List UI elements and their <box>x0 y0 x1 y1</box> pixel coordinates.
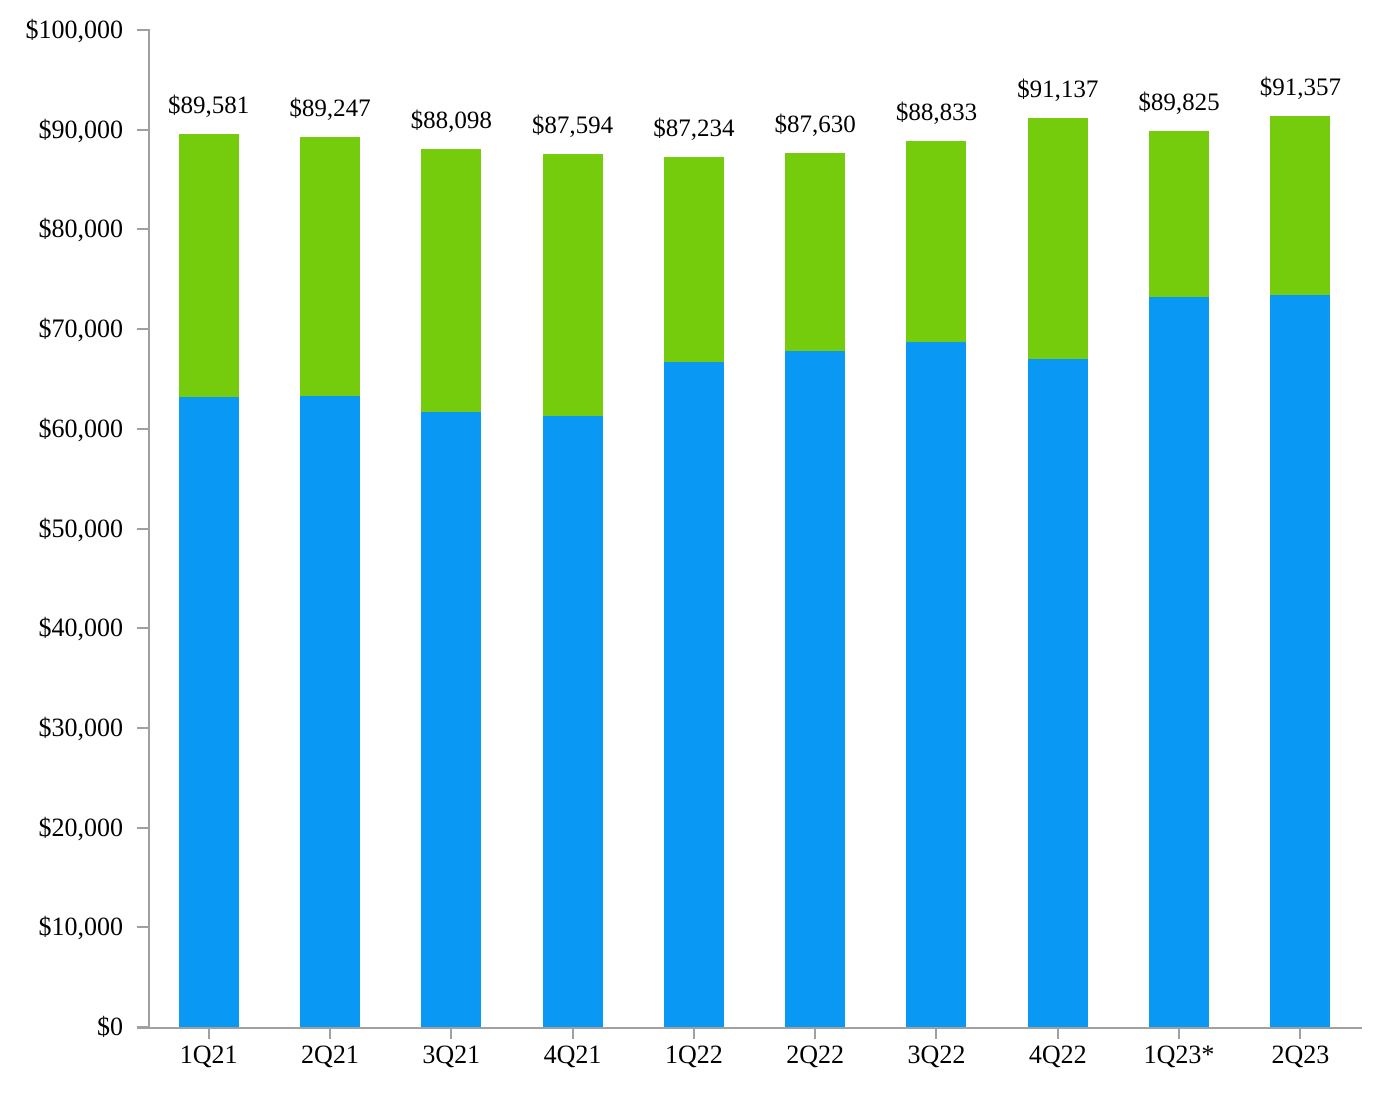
x-category-label: 4Q22 <box>1028 1040 1087 1069</box>
y-tick <box>137 926 148 929</box>
bar-4Q21-bottom-segment <box>542 415 603 1027</box>
x-category-label: 2Q23 <box>1271 1040 1330 1069</box>
y-tick <box>137 527 148 530</box>
x-tick <box>1299 1029 1302 1039</box>
x-tick <box>692 1029 695 1039</box>
y-tick-label: $30,000 <box>38 712 124 742</box>
x-category-label: 3Q22 <box>907 1040 966 1069</box>
y-tick-label: $90,000 <box>38 114 124 144</box>
y-tick <box>137 128 148 131</box>
bar-2Q21-top-segment <box>299 137 360 396</box>
x-category-label: 1Q21 <box>179 1040 238 1069</box>
bar-1Q23*-top-segment <box>1149 131 1210 298</box>
y-tick-label: $10,000 <box>38 912 124 942</box>
x-tick <box>328 1029 331 1039</box>
y-tick-label: $60,000 <box>38 413 124 443</box>
x-tick <box>1178 1029 1181 1039</box>
bar-total-label: $89,247 <box>289 95 371 123</box>
x-tick <box>935 1029 938 1039</box>
bar-total-label: $91,137 <box>1017 76 1099 104</box>
x-category-label: 3Q21 <box>422 1040 481 1069</box>
bar-2Q23-bottom-segment <box>1270 295 1331 1027</box>
bar-2Q21-bottom-segment <box>299 395 360 1027</box>
y-tick <box>137 627 148 630</box>
bar-2Q22-bottom-segment <box>785 351 846 1027</box>
y-tick-label: $40,000 <box>38 613 124 643</box>
y-tick-label: $80,000 <box>38 214 124 244</box>
bar-total-label: $87,234 <box>653 115 735 143</box>
bar-3Q21-bottom-segment <box>421 411 482 1027</box>
y-tick <box>137 427 148 430</box>
y-tick <box>137 328 148 331</box>
y-tick-label: $50,000 <box>38 513 124 543</box>
bar-4Q22-top-segment <box>1027 118 1088 359</box>
y-tick-label: $100,000 <box>25 15 124 44</box>
bar-total-label: $88,098 <box>410 106 492 134</box>
x-tick <box>571 1029 574 1039</box>
bar-3Q22-bottom-segment <box>906 342 967 1027</box>
bar-total-label: $87,630 <box>774 111 856 139</box>
x-axis-line <box>137 1027 1362 1029</box>
x-tick <box>450 1029 453 1039</box>
bar-2Q22-top-segment <box>785 153 846 352</box>
bar-total-label: $87,594 <box>531 111 614 139</box>
y-tick-label: $20,000 <box>38 812 124 842</box>
bar-2Q23-top-segment <box>1270 116 1331 296</box>
x-category-label: 2Q22 <box>786 1040 845 1069</box>
y-axis-line <box>148 29 150 1027</box>
y-tick <box>137 29 148 31</box>
x-category-label: 4Q21 <box>543 1040 602 1069</box>
y-tick <box>137 228 148 231</box>
bar-1Q23*-bottom-segment <box>1149 297 1210 1027</box>
y-tick-label: $0 <box>97 1012 123 1041</box>
x-category-label: 1Q22 <box>664 1040 723 1069</box>
bar-total-label: $91,357 <box>1259 74 1341 102</box>
bar-1Q22-top-segment <box>663 157 724 362</box>
x-tick <box>1056 1029 1059 1039</box>
bar-1Q21-top-segment <box>178 133 239 397</box>
bar-1Q21-bottom-segment <box>178 396 239 1027</box>
bar-total-label: $88,833 <box>895 99 978 127</box>
bar-total-label: $89,581 <box>168 91 250 119</box>
x-category-label: 1Q23* <box>1143 1040 1215 1069</box>
y-tick-label: $70,000 <box>38 314 124 344</box>
bar-3Q21-top-segment <box>421 148 482 412</box>
bar-4Q21-top-segment <box>542 153 603 416</box>
x-tick <box>207 1029 210 1039</box>
bar-total-label: $89,825 <box>1138 89 1220 117</box>
bar-3Q22-top-segment <box>906 141 967 343</box>
bar-4Q22-bottom-segment <box>1027 359 1088 1027</box>
y-tick <box>137 726 148 729</box>
x-category-label: 2Q21 <box>301 1040 359 1069</box>
x-tick <box>814 1029 817 1039</box>
bar-1Q22-bottom-segment <box>663 362 724 1027</box>
y-tick <box>137 826 148 829</box>
y-tick <box>137 1026 148 1028</box>
